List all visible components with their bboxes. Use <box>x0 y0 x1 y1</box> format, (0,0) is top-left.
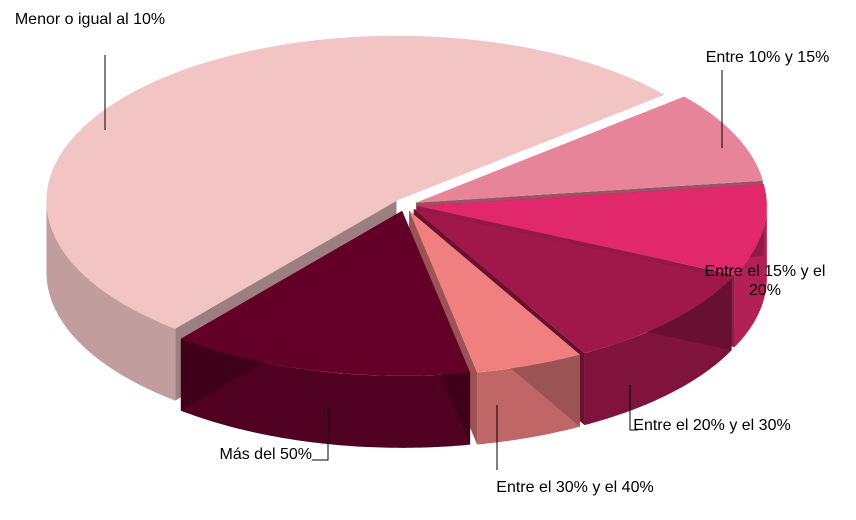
slice <box>46 35 665 329</box>
slice <box>415 96 763 203</box>
slice-label: Más del 50% <box>219 446 313 463</box>
slice <box>416 184 767 276</box>
slice-label: Entre el 15% y el 20% <box>704 263 826 299</box>
slice-label: Entre el 20% y el 30% <box>633 417 791 434</box>
slice <box>409 210 580 373</box>
slice <box>180 210 471 376</box>
leader-line <box>312 405 329 461</box>
slice <box>413 209 732 354</box>
slice-label: Entre el 30% y el 40% <box>496 479 654 496</box>
slice-label: Entre 10% y 15% <box>705 49 830 66</box>
slice-side <box>46 202 176 401</box>
slice-label: Menor o igual al 10% <box>14 11 166 28</box>
leader-lines <box>104 55 723 470</box>
leader-line <box>629 385 638 431</box>
